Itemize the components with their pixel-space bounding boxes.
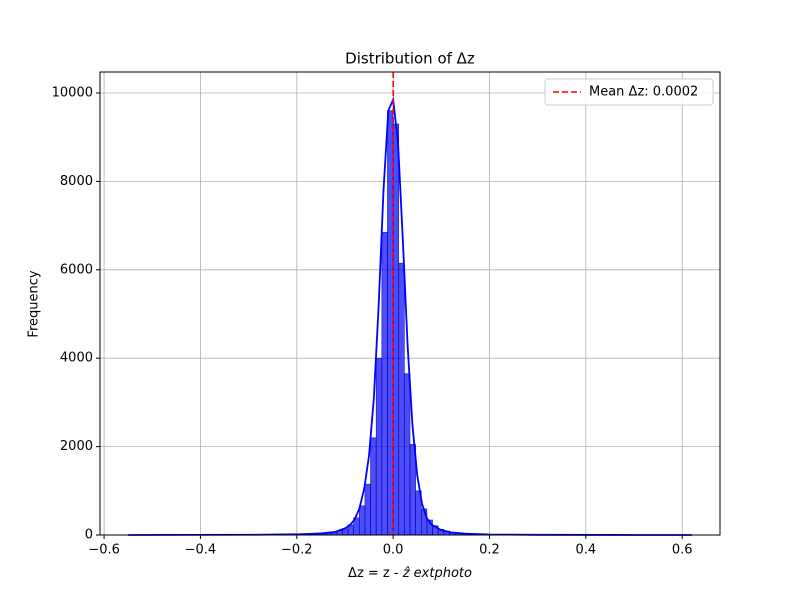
x-tick-label: 0.2 [479, 543, 500, 558]
bar [382, 232, 388, 535]
legend-label: Mean Δz: 0.0002 [589, 85, 698, 100]
x-tick-label: 0.4 [575, 543, 596, 558]
y-tick-label: 2000 [60, 439, 93, 454]
x-tick-label: −0.6 [88, 543, 120, 558]
x-axis-label: Δz = z - ẑ extphoto [348, 566, 472, 581]
y-tick-label: 4000 [60, 351, 93, 366]
bar [365, 484, 371, 535]
bar [404, 374, 410, 535]
bar [376, 358, 382, 535]
y-tick-label: 10000 [52, 85, 93, 100]
x-axis-label-part: ẑ extphoto [402, 566, 472, 581]
x-tick-label: −0.4 [185, 543, 217, 558]
x-axis-label-part: Δz = z - [348, 566, 403, 581]
bar [359, 506, 365, 535]
legend: Mean Δz: 0.0002 [545, 79, 713, 105]
y-tick-label: 8000 [60, 174, 93, 189]
bar [387, 111, 393, 535]
x-tick-label: 0.6 [672, 543, 693, 558]
bar [399, 263, 405, 535]
y-axis-label: Frequency [27, 270, 42, 337]
chart-title: Distribution of Δz [345, 50, 475, 68]
x-tick-label: −0.2 [281, 543, 313, 558]
y-tick-label: 0 [85, 528, 93, 543]
y-tick-label: 6000 [60, 262, 93, 277]
x-tick-label: 0.0 [383, 543, 404, 558]
bar [371, 438, 377, 535]
